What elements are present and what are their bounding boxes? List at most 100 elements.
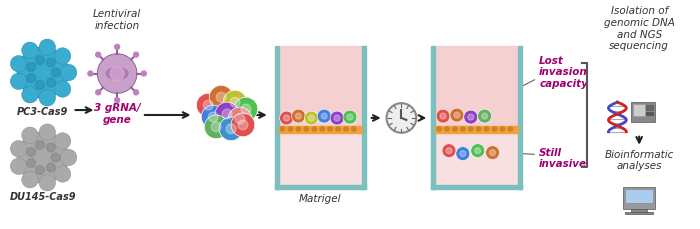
Circle shape — [464, 110, 477, 124]
Bar — [362, 46, 366, 189]
Circle shape — [22, 42, 38, 58]
Bar — [623, 187, 655, 209]
Circle shape — [344, 127, 348, 131]
Circle shape — [334, 115, 340, 121]
Circle shape — [482, 113, 488, 119]
Circle shape — [484, 127, 489, 131]
Circle shape — [442, 144, 456, 158]
Circle shape — [444, 127, 449, 131]
Text: Isolation of
genomic DNA
and NGS
sequencing: Isolation of genomic DNA and NGS sequenc… — [603, 6, 675, 51]
Bar — [279, 126, 362, 133]
Circle shape — [304, 111, 318, 125]
Circle shape — [17, 132, 69, 183]
Text: Bioinformatic
analyses: Bioinformatic analyses — [605, 150, 674, 171]
Bar — [646, 105, 653, 110]
Circle shape — [279, 111, 293, 125]
Circle shape — [446, 148, 452, 154]
Circle shape — [460, 151, 466, 157]
Circle shape — [22, 87, 38, 103]
Circle shape — [386, 103, 416, 133]
Circle shape — [141, 71, 146, 76]
Bar — [435, 129, 518, 185]
Circle shape — [10, 158, 27, 174]
Circle shape — [22, 172, 38, 188]
Circle shape — [88, 71, 93, 76]
Circle shape — [241, 104, 251, 114]
Circle shape — [110, 67, 124, 80]
Circle shape — [330, 111, 344, 125]
Text: PC3-Cas9: PC3-Cas9 — [18, 107, 69, 117]
Text: Still
invasive: Still invasive — [539, 148, 587, 169]
Circle shape — [454, 112, 460, 118]
Bar — [646, 112, 653, 115]
Bar — [274, 46, 279, 189]
Bar — [634, 104, 645, 116]
Circle shape — [36, 56, 44, 64]
Bar — [279, 129, 362, 185]
Circle shape — [96, 90, 101, 95]
Circle shape — [296, 127, 300, 131]
Circle shape — [228, 107, 252, 131]
Text: Matrigel: Matrigel — [299, 194, 342, 204]
Circle shape — [39, 90, 55, 106]
Bar — [631, 102, 655, 122]
Circle shape — [55, 133, 71, 149]
Circle shape — [328, 127, 332, 131]
Circle shape — [475, 148, 481, 154]
Circle shape — [215, 102, 239, 126]
Circle shape — [453, 127, 457, 131]
Circle shape — [203, 100, 214, 110]
Bar — [274, 185, 366, 189]
Circle shape — [471, 144, 484, 158]
Circle shape — [321, 113, 327, 119]
Circle shape — [27, 63, 36, 71]
Bar — [431, 185, 522, 189]
Circle shape — [436, 109, 450, 123]
Bar — [625, 189, 653, 203]
Circle shape — [284, 115, 290, 121]
Circle shape — [456, 147, 470, 161]
Circle shape — [46, 143, 55, 152]
Circle shape — [219, 117, 243, 141]
Circle shape — [440, 113, 446, 119]
Circle shape — [238, 120, 248, 130]
Text: 3 gRNA/
gene: 3 gRNA/ gene — [94, 103, 141, 125]
Circle shape — [231, 113, 255, 137]
Circle shape — [234, 97, 258, 121]
Circle shape — [226, 124, 236, 134]
Circle shape — [55, 166, 71, 182]
Circle shape — [27, 74, 36, 82]
Circle shape — [115, 44, 120, 49]
Circle shape — [27, 159, 36, 167]
Circle shape — [39, 39, 55, 55]
Circle shape — [437, 127, 441, 131]
Circle shape — [222, 109, 232, 119]
Text: Lost
invasion
capacity: Lost invasion capacity — [539, 56, 588, 89]
Circle shape — [312, 127, 316, 131]
Circle shape — [204, 115, 228, 139]
Circle shape — [51, 68, 60, 77]
Bar — [279, 46, 362, 129]
Circle shape — [39, 124, 55, 140]
Text: DU145-Cas9: DU145-Cas9 — [10, 192, 76, 202]
Circle shape — [46, 163, 55, 172]
Circle shape — [197, 93, 220, 117]
Circle shape — [209, 85, 233, 109]
Bar — [518, 46, 522, 189]
Circle shape — [10, 73, 27, 90]
Circle shape — [336, 127, 340, 131]
Circle shape — [295, 113, 302, 119]
Text: Lentiviral
infection: Lentiviral infection — [93, 9, 141, 31]
Circle shape — [343, 110, 357, 124]
Circle shape — [477, 127, 481, 131]
Circle shape — [347, 114, 353, 120]
Circle shape — [320, 127, 324, 131]
Circle shape — [27, 147, 36, 156]
Circle shape — [489, 150, 496, 155]
Circle shape — [202, 105, 225, 129]
Circle shape — [486, 146, 500, 160]
Circle shape — [55, 48, 71, 64]
Circle shape — [230, 97, 240, 107]
Circle shape — [60, 64, 77, 81]
Circle shape — [134, 90, 139, 95]
